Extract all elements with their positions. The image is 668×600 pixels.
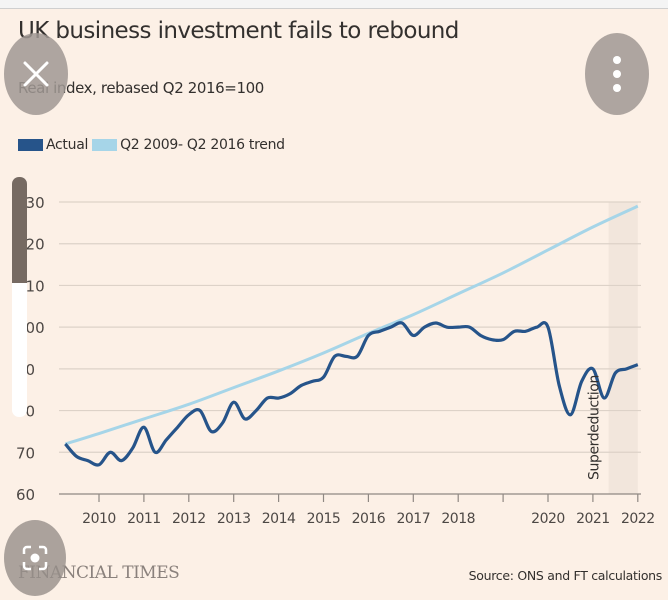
browser-top-bar [0,0,668,9]
x-tick-label: 2017 [396,511,430,527]
chart-title: UK business investment fails to rebound [18,18,459,44]
lens-search-button[interactable] [4,520,66,596]
scrollbar[interactable] [12,177,27,417]
scrollbar-thumb[interactable] [12,177,27,283]
close-icon [23,61,49,87]
more-options-button[interactable] [585,33,649,115]
legend-swatch-trend [92,139,118,151]
legend-trend: Q2 2009- Q2 2016 trend [92,137,285,153]
x-tick-label: 2015 [307,511,341,527]
x-tick-label: 2010 [82,511,116,527]
x-tick-label: 2011 [127,511,161,527]
annotation-superdeduction: Superdeduction [587,375,603,480]
lens-search-icon [22,545,48,571]
x-tick-label: 2021 [576,511,610,527]
shaded-region-superdeduction [608,202,638,494]
series-line-actual [64,321,639,467]
x-tick-label: 2020 [531,511,565,527]
y-tick-label: 60 [16,486,35,504]
x-tick-label: 2022 [621,511,655,527]
x-tick-label: 2018 [441,511,475,527]
x-tick-label: 2016 [352,511,386,527]
chart-subtitle: Real index, rebased Q2 2016=100 [18,79,264,97]
close-button[interactable] [4,33,68,115]
x-tick-label: 2012 [172,511,206,527]
legend-actual: Actual [18,137,88,153]
series-line-trend [64,204,639,446]
x-tick-label: 2014 [262,511,296,527]
source-note: Source: ONS and FT calculations [468,568,663,583]
y-tick-label: 70 [16,444,35,462]
more-vertical-icon [613,56,621,92]
legend: Actual Q2 2009- Q2 2016 trend [18,137,286,153]
legend-swatch-actual [18,139,43,151]
x-tick-label: 2013 [217,511,251,527]
legend-label-trend: Q2 2009- Q2 2016 trend [120,137,285,153]
legend-label-actual: Actual [46,137,89,153]
